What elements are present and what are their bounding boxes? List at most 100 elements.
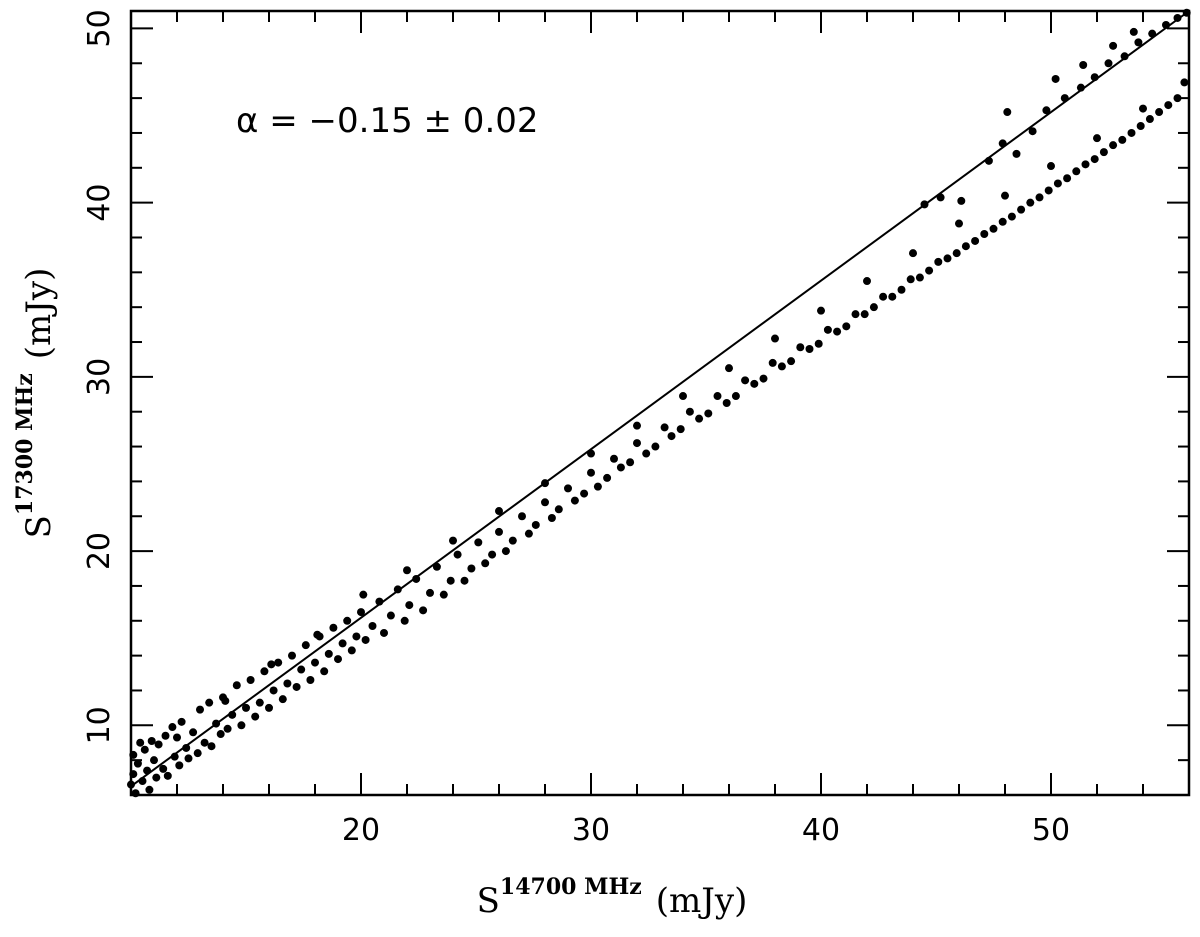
data-point xyxy=(260,667,269,676)
data-point xyxy=(1182,8,1191,17)
data-point xyxy=(518,512,526,521)
data-point xyxy=(393,585,402,594)
data-point xyxy=(1136,121,1145,130)
data-point xyxy=(1139,104,1147,113)
data-point xyxy=(823,325,832,334)
data-point xyxy=(704,409,713,418)
data-point xyxy=(508,536,517,545)
data-point xyxy=(449,536,457,545)
data-point xyxy=(888,292,897,301)
data-point xyxy=(297,665,306,674)
x-tick-label: 40 xyxy=(802,813,840,848)
data-point xyxy=(439,590,448,599)
data-point xyxy=(1017,205,1026,214)
data-point xyxy=(1173,13,1182,22)
data-point xyxy=(1099,148,1108,157)
y-axis-base: S xyxy=(19,515,59,538)
plot-frame xyxy=(129,9,1191,797)
data-point xyxy=(1162,20,1170,29)
data-point xyxy=(1076,83,1085,92)
data-point xyxy=(412,574,421,583)
data-point xyxy=(306,676,315,685)
data-point xyxy=(1063,174,1072,183)
data-point xyxy=(242,703,250,712)
data-point xyxy=(777,362,786,371)
data-point xyxy=(955,219,963,228)
data-point xyxy=(127,780,135,789)
data-point xyxy=(495,527,503,536)
data-point xyxy=(237,721,246,730)
data-point xyxy=(232,681,241,690)
data-point xyxy=(869,303,878,312)
data-point xyxy=(223,724,232,733)
data-point xyxy=(925,266,934,275)
data-point xyxy=(713,392,722,401)
x-tick-label: 20 xyxy=(342,813,380,848)
data-point xyxy=(1081,160,1090,169)
data-point xyxy=(1053,179,1062,188)
x-axis-base: S xyxy=(477,881,500,921)
x-tick-label: 50 xyxy=(1032,813,1070,848)
data-point xyxy=(541,479,549,488)
data-point xyxy=(842,322,851,331)
data-point xyxy=(833,327,842,336)
data-point xyxy=(1120,52,1129,61)
data-point xyxy=(359,590,368,599)
data-point xyxy=(301,641,310,650)
data-point xyxy=(547,513,556,522)
data-point xyxy=(152,773,161,782)
data-point xyxy=(432,562,441,571)
data-point xyxy=(805,344,814,353)
y-tick-label: 50 xyxy=(82,9,117,47)
data-point xyxy=(184,754,193,763)
data-point xyxy=(863,277,871,286)
data-point xyxy=(189,728,198,737)
data-point xyxy=(380,628,388,637)
data-point xyxy=(587,468,595,477)
y-axis-unit: (mJy) xyxy=(19,268,59,360)
data-point xyxy=(1134,38,1143,47)
data-point xyxy=(265,703,273,712)
data-point xyxy=(603,473,612,482)
data-point xyxy=(957,196,966,205)
data-point xyxy=(633,421,641,430)
data-point xyxy=(182,743,191,752)
data-point xyxy=(934,257,943,266)
tick-labels: 20 30 40 50 10 20 30 40 50 xyxy=(82,9,1070,848)
data-point xyxy=(984,156,993,165)
data-point xyxy=(386,611,395,620)
data-point xyxy=(288,651,296,660)
data-point xyxy=(143,766,152,775)
data-point xyxy=(541,498,549,507)
data-point xyxy=(361,635,370,644)
data-point xyxy=(998,217,1007,226)
fit-line xyxy=(130,10,1190,788)
data-point xyxy=(228,710,237,719)
data-point xyxy=(246,676,255,685)
data-point xyxy=(1035,193,1044,202)
x-axis-title: S14700 MHz (mJy) xyxy=(477,874,748,921)
data-point xyxy=(278,695,287,704)
data-point xyxy=(1148,29,1157,38)
data-point xyxy=(474,538,483,547)
axis-ticks xyxy=(130,11,1190,796)
data-point xyxy=(161,731,170,740)
data-point xyxy=(1051,74,1060,83)
data-point xyxy=(989,224,998,233)
data-point xyxy=(1109,41,1118,50)
data-point xyxy=(679,392,687,401)
data-point xyxy=(173,733,181,742)
data-point xyxy=(1044,186,1053,195)
data-point xyxy=(915,273,924,282)
data-point xyxy=(1003,108,1012,117)
data-point xyxy=(633,439,641,448)
data-point xyxy=(467,564,476,573)
data-point xyxy=(616,463,625,472)
svg-text:S14700 MHz(mJy): S14700 MHz (mJy) xyxy=(477,874,748,921)
data-point xyxy=(334,655,342,664)
data-point xyxy=(163,771,172,780)
data-point xyxy=(580,489,589,498)
fit-line-group xyxy=(130,10,1190,788)
data-point xyxy=(1109,141,1118,150)
